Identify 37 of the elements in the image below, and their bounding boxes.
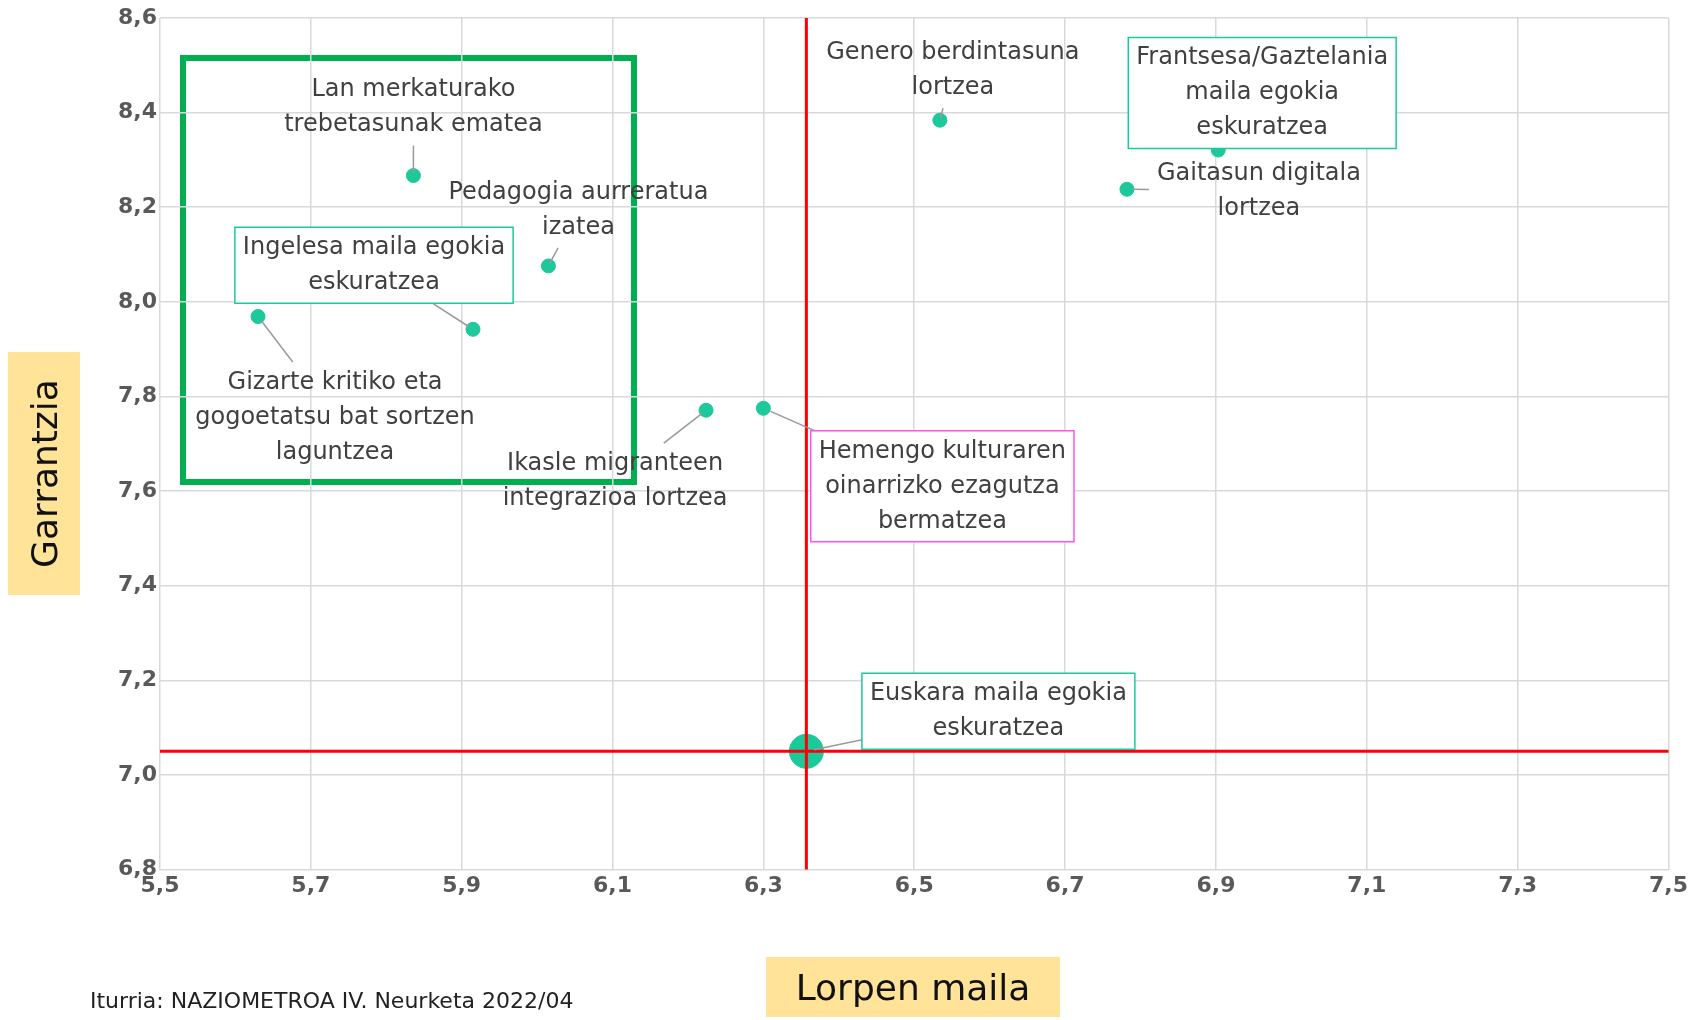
- x-tick-label: 5,7: [291, 871, 331, 897]
- y-tick-label: 7,2: [117, 666, 157, 692]
- x-tick-label: 6,1: [593, 871, 633, 897]
- annotation: Euskara maila egokia eskuratzea: [869, 678, 1127, 742]
- point: [540, 258, 556, 274]
- x-tick-label: 7,3: [1498, 871, 1538, 897]
- y-axis-title: Garrantzia: [23, 379, 65, 568]
- point: [932, 112, 948, 128]
- y-tick-label: 7,4: [117, 571, 157, 597]
- point: [1119, 181, 1135, 197]
- x-tick-label: 6,3: [743, 871, 783, 897]
- y-tick-label: 7,8: [117, 382, 157, 408]
- x-tick-label: 7,1: [1347, 871, 1387, 897]
- annotation: Gizarte kritiko eta gogoetatsu bat sortzen laguntzea: [195, 366, 475, 465]
- y-tick-label: 8,4: [117, 98, 157, 124]
- x-tick-label: 7,5: [1649, 871, 1689, 897]
- x-axis-title: Lorpen maila: [766, 957, 1060, 1017]
- x-tick-label: 6,5: [894, 871, 934, 897]
- point: [755, 400, 771, 416]
- annotation: Lan merkaturako trebetasunak ematea: [284, 74, 543, 138]
- x-tick-label: 6,7: [1045, 871, 1085, 897]
- x-tick-label: 5,9: [442, 871, 482, 897]
- point: [405, 168, 421, 184]
- point: [698, 402, 714, 418]
- x-tick-label: 6,9: [1196, 871, 1236, 897]
- y-tick-label: 7,6: [117, 476, 157, 502]
- point: [250, 309, 266, 325]
- y-tick-label: 8,2: [117, 192, 157, 218]
- annotation: Genero berdintasuna lortzea: [826, 36, 1080, 100]
- annotation: Hemengo kulturaren oinarrizko ezagutza bermatzea: [818, 435, 1067, 534]
- y-tick-label: 8,0: [117, 287, 157, 313]
- point: [465, 321, 481, 337]
- y-tick-label: 7,0: [117, 760, 157, 786]
- y-tick-label: 8,6: [117, 3, 157, 29]
- text: Iturria: NAZIOMETROA IV. Neurketa 2022/04: [90, 988, 574, 1013]
- annotation: Frantsesa/Gaztelania maila egokia eskuratzea: [1136, 42, 1389, 141]
- annotation: Gaitasun digitala lortzea: [1156, 158, 1361, 221]
